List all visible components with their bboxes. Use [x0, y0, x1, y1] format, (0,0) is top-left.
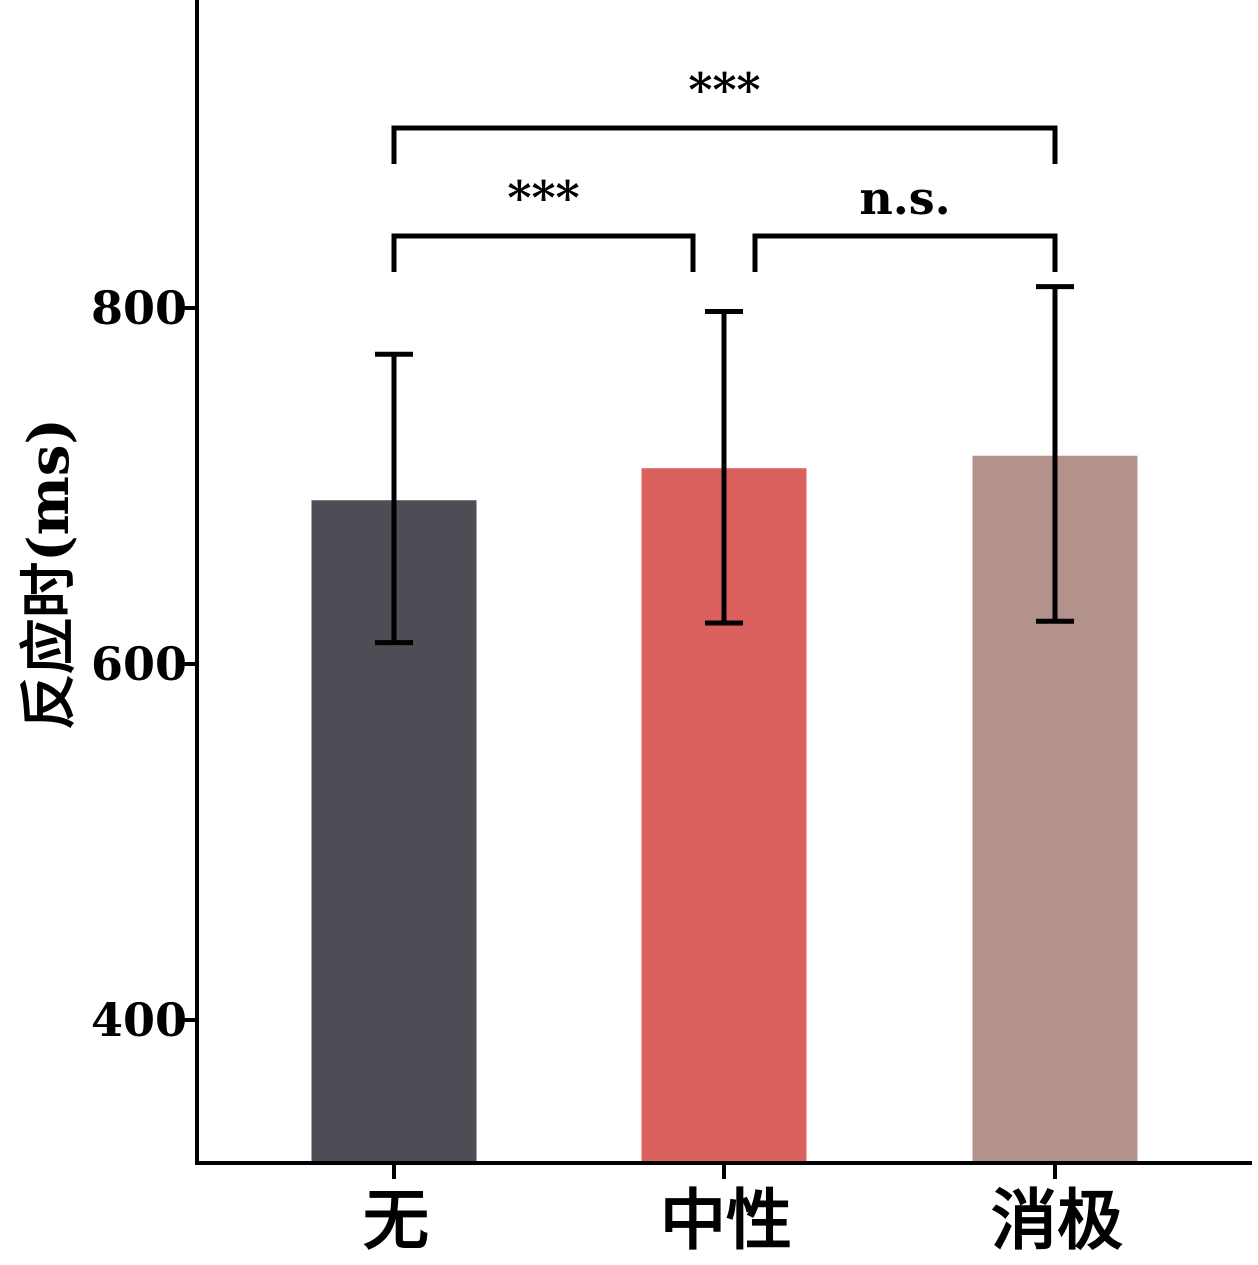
significance-bracket-1 [391, 125, 1058, 164]
x-category-label-3: 消极 [991, 1181, 1123, 1259]
significance-label-3: n.s. [859, 171, 950, 225]
x-category-label-2: 中性 [660, 1181, 792, 1259]
error-bar-3 [1036, 284, 1074, 624]
significance-label-2: *** [507, 171, 579, 225]
x-category-label-1: 无 [363, 1181, 429, 1259]
y-axis-label: 反应时(ms) [16, 418, 82, 730]
error-bar-2 [705, 309, 743, 626]
y-tick-label-800: 800 [91, 281, 187, 335]
y-tick-label-400: 400 [91, 993, 187, 1047]
significance-label-1: *** [688, 63, 760, 117]
error-bar-1 [375, 351, 413, 646]
significance-bracket-3 [752, 233, 1058, 272]
significance-bracket-2 [391, 233, 696, 272]
y-tick-label-600: 600 [91, 637, 187, 691]
